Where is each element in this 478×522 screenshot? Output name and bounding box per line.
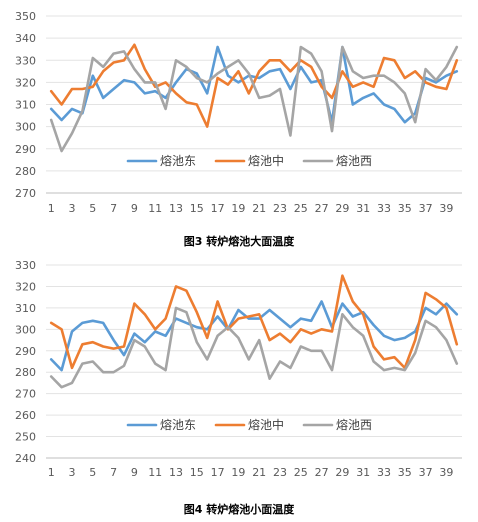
x-tick-label: 23: [273, 466, 287, 479]
x-tick-label: 37: [419, 202, 433, 215]
x-tick-label: 33: [377, 202, 391, 215]
y-tick-label: 280: [15, 366, 36, 379]
x-tick-label: 17: [211, 202, 225, 215]
x-tick-label: 19: [231, 202, 245, 215]
legend-label: 熔池中: [248, 417, 284, 432]
x-tick-label: 9: [131, 466, 138, 479]
x-tick-label: 31: [356, 466, 370, 479]
x-tick-label: 29: [335, 466, 349, 479]
x-tick-label: 7: [110, 466, 117, 479]
legend-label: 熔池东: [160, 417, 196, 432]
y-tick-label: 290: [15, 345, 36, 358]
chart-title: 图3 转炉熔池大面温度: [183, 235, 295, 248]
x-axis-ticks: 1 3 5 7 9 11 13 15 17 19 21 23 25 27 29 31 33 35 37 39: [48, 202, 454, 215]
x-tick-label: 13: [169, 202, 183, 215]
y-tick-label: 250: [15, 431, 36, 444]
x-tick-label: 27: [315, 466, 329, 479]
x-tick-label: 35: [398, 466, 412, 479]
x-axis-ticks: 1 3 5 7 9 11 13 15 17 19 21 23 25 27 29 31 33 35 37 39: [48, 466, 454, 479]
y-tick-label: 340: [15, 32, 36, 45]
legend-label: 熔池西: [336, 417, 372, 432]
x-tick-label: 1: [48, 466, 55, 479]
y-tick-label: 350: [15, 10, 36, 23]
x-tick-label: 29: [335, 202, 349, 215]
y-tick-label: 240: [15, 452, 36, 465]
y-tick-label: 270: [15, 187, 36, 200]
x-tick-label: 7: [110, 202, 117, 215]
y-axis-ticks: 270 280 290 300 310 320 330 340 350: [15, 10, 36, 200]
x-tick-label: 5: [89, 202, 96, 215]
x-tick-label: 21: [252, 466, 266, 479]
x-tick-label: 19: [231, 466, 245, 479]
y-tick-label: 290: [15, 143, 36, 156]
y-tick-label: 320: [15, 280, 36, 293]
x-tick-label: 3: [69, 202, 76, 215]
x-tick-label: 17: [211, 466, 225, 479]
x-tick-label: 15: [190, 466, 204, 479]
legend: 熔池东 熔池中 熔池西: [126, 417, 372, 432]
y-tick-label: 270: [15, 388, 36, 401]
y-tick-label: 280: [15, 165, 36, 178]
x-tick-label: 31: [356, 202, 370, 215]
x-tick-label: 25: [294, 202, 308, 215]
series-line: [49, 306, 459, 389]
series-lines: [49, 43, 459, 153]
x-tick-label: 25: [294, 466, 308, 479]
legend: 熔池东 熔池中 熔池西: [126, 153, 372, 168]
y-tick-label: 310: [15, 99, 36, 112]
y-tick-label: 260: [15, 409, 36, 422]
series-line: [49, 45, 459, 124]
y-tick-label: 300: [15, 121, 36, 134]
series-line: [49, 45, 459, 153]
y-tick-label: 310: [15, 302, 36, 315]
y-tick-label: 330: [15, 260, 36, 272]
x-tick-label: 23: [273, 202, 287, 215]
x-tick-label: 33: [377, 466, 391, 479]
chart-title: 图4 转炉熔池小面温度: [183, 503, 295, 516]
x-tick-label: 37: [419, 466, 433, 479]
x-tick-label: 21: [252, 202, 266, 215]
series-line: [49, 43, 459, 128]
x-tick-label: 5: [89, 466, 96, 479]
x-tick-label: 35: [398, 202, 412, 215]
x-tick-label: 13: [169, 466, 183, 479]
x-tick-label: 39: [439, 466, 453, 479]
y-tick-label: 300: [15, 323, 36, 336]
x-tick-label: 11: [148, 202, 162, 215]
x-tick-label: 39: [439, 202, 453, 215]
x-tick-label: 3: [69, 466, 76, 479]
series-line: [49, 274, 459, 370]
legend-label: 熔池东: [160, 153, 196, 168]
y-tick-label: 320: [15, 76, 36, 89]
y-axis-ticks: 240 250 260 270 280 290 300 310 320 330: [15, 260, 36, 465]
legend-label: 熔池中: [248, 153, 284, 168]
x-tick-label: 1: [48, 202, 55, 215]
grid-lines: [46, 264, 462, 459]
legend-label: 熔池西: [336, 153, 372, 168]
x-tick-label: 15: [190, 202, 204, 215]
x-tick-label: 9: [131, 202, 138, 215]
series-lines: [49, 274, 459, 389]
y-tick-label: 330: [15, 54, 36, 67]
x-tick-label: 11: [148, 466, 162, 479]
x-tick-label: 27: [315, 202, 329, 215]
